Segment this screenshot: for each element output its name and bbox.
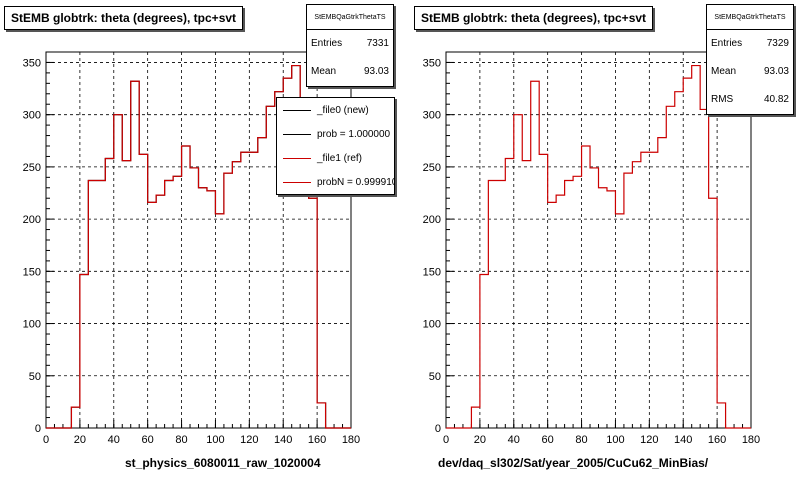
stats-rms-value: 40.82 (763, 94, 789, 105)
legend-swatch (283, 109, 311, 111)
x-tick-label: 160 (708, 434, 726, 446)
legend-label: prob = 1.000000 (317, 128, 391, 140)
stats-mean-label: Mean (311, 66, 337, 77)
stats-mean-row: Mean 93.03 (707, 58, 793, 86)
x-tick-label: 80 (575, 434, 587, 446)
stats-rms-label: RMS (711, 94, 734, 105)
x-tick-label: 20 (74, 434, 86, 446)
x-tick-label: 0 (443, 434, 449, 446)
y-tick-label: 250 (23, 162, 41, 174)
legend: _file0 (new) prob = 1.000000 _file1 (ref… (276, 97, 395, 195)
y-tick-label: 0 (35, 423, 41, 435)
y-tick-label: 350 (23, 57, 41, 69)
chart-title: StEMB globtrk: theta (degrees), tpc+svt (414, 6, 654, 30)
x-tick-label: 40 (108, 434, 120, 446)
x-tick-label: 180 (742, 434, 760, 446)
x-tick-label: 100 (606, 434, 624, 446)
histogram-series-1 (46, 64, 351, 429)
x-tick-label: 100 (206, 434, 224, 446)
legend-label: _file0 (new) (317, 104, 369, 116)
legend-swatch (283, 181, 311, 183)
x-tick-label: 160 (308, 434, 326, 446)
y-tick-label: 300 (423, 110, 441, 122)
x-axis-label: st_physics_6080011_raw_1020004 (125, 456, 321, 470)
x-tick-label: 80 (175, 434, 187, 446)
y-tick-label: 150 (423, 266, 441, 278)
x-tick-label: 40 (508, 434, 520, 446)
stats-mean-value: 93.03 (763, 66, 789, 77)
stats-entries-label: Entries (711, 38, 743, 49)
y-tick-label: 300 (23, 110, 41, 122)
y-tick-label: 350 (423, 57, 441, 69)
x-tick-label: 60 (542, 434, 554, 446)
stats-rms-row: RMS 40.82 (707, 86, 793, 114)
stats-name: StEMBQaGtrkThetaTS (707, 5, 793, 30)
y-tick-label: 200 (23, 214, 41, 226)
x-tick-label: 140 (274, 434, 292, 446)
x-tick-label: 140 (674, 434, 692, 446)
legend-label: probN = 0.999910 (317, 176, 395, 188)
stats-mean-value: 93.03 (363, 66, 389, 77)
stats-mean-row: Mean 93.03 (307, 58, 393, 86)
histogram-plot-right: 0 20 40 60 80 100 120 140 160 180 0 50 100 150 200 250 3… (423, 51, 760, 446)
legend-entry-file0: _file0 (new) (277, 98, 394, 122)
x-tick-label: 120 (640, 434, 658, 446)
legend-label: _file1 (ref) (317, 152, 363, 164)
x-tick-label: 180 (342, 434, 360, 446)
histogram-panel-left: 0 20 40 60 80 100 120 140 160 180 0 50 100 150 200 250 3… (0, 0, 395, 480)
y-tick-label: 200 (423, 214, 441, 226)
x-tick-label: 120 (240, 434, 258, 446)
x-tick-label: 20 (474, 434, 486, 446)
stats-name: StEMBQaGtrkThetaTS (307, 5, 393, 30)
legend-entry-prob: prob = 1.000000 (277, 122, 394, 146)
x-axis-label: dev/daq_sl302/Sat/year_2005/CuCu62_MinBi… (438, 456, 709, 470)
stats-box: StEMBQaGtrkThetaTS Entries 7331 Mean 93.… (306, 4, 394, 87)
y-tick-label: 100 (23, 319, 41, 331)
stats-box: StEMBQaGtrkThetaTS Entries 7329 Mean 93.… (706, 4, 794, 115)
stats-entries-value: 7331 (366, 38, 389, 49)
stats-entries-value: 7329 (766, 38, 789, 49)
y-tick-label: 0 (435, 423, 441, 435)
legend-entry-probn: probN = 0.999910 (277, 170, 394, 194)
legend-entry-file1: _file1 (ref) (277, 146, 394, 170)
y-tick-label: 100 (423, 319, 441, 331)
stats-entries-row: Entries 7331 (307, 30, 393, 58)
stats-entries-label: Entries (311, 38, 343, 49)
x-tick-label: 0 (43, 434, 49, 446)
y-tick-label: 250 (423, 162, 441, 174)
y-tick-label: 50 (429, 371, 441, 383)
stats-mean-label: Mean (711, 66, 737, 77)
x-tick-label: 60 (142, 434, 154, 446)
histogram-series-0 (446, 64, 751, 429)
stats-entries-row: Entries 7329 (707, 30, 793, 58)
y-tick-label: 150 (23, 266, 41, 278)
chart-title: StEMB globtrk: theta (degrees), tpc+svt (4, 6, 244, 30)
legend-swatch (283, 133, 311, 135)
histogram-panel-right: 0 20 40 60 80 100 120 140 160 180 0 50 100 150 200 250 3… (400, 0, 795, 480)
legend-swatch (283, 157, 311, 159)
y-tick-label: 50 (29, 371, 41, 383)
